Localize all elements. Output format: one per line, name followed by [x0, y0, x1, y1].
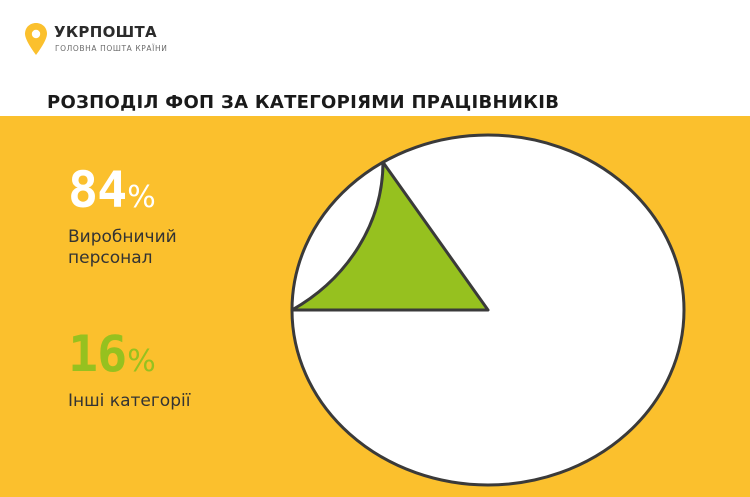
- stat-percentage: 16: [68, 325, 127, 383]
- percent-sign: %: [127, 344, 156, 379]
- stat-percentage: 84: [68, 161, 127, 219]
- stat-production-staff: 84 % Виробничий персонал: [68, 161, 218, 269]
- location-pin-icon: [25, 23, 47, 55]
- header: УКРПОШТА ГОЛОВНА ПОШТА КРАЇНИ РОЗПОДІЛ Ф…: [0, 0, 750, 115]
- pie-chart: [290, 133, 686, 487]
- logo-tagline: ГОЛОВНА ПОШТА КРАЇНИ: [55, 44, 168, 53]
- logo-name: УКРПОШТА: [54, 23, 157, 41]
- stat-label: Виробничий персонал: [68, 227, 177, 268]
- stat-value-row: 16 %: [68, 325, 190, 383]
- stat-label: Інші категорії: [68, 391, 191, 411]
- pie-slice-other-categories: [290, 160, 490, 312]
- stat-value-row: 84 %: [68, 161, 218, 219]
- stat-other-categories: 16 % Інші категорії: [68, 325, 190, 412]
- ukrposhta-logo[interactable]: УКРПОШТА ГОЛОВНА ПОШТА КРАЇНИ: [24, 22, 224, 62]
- chart-title: РОЗПОДІЛ ФОП ЗА КАТЕГОРІЯМИ ПРАЦІВНИКІВ: [47, 92, 560, 113]
- percent-sign: %: [127, 180, 156, 215]
